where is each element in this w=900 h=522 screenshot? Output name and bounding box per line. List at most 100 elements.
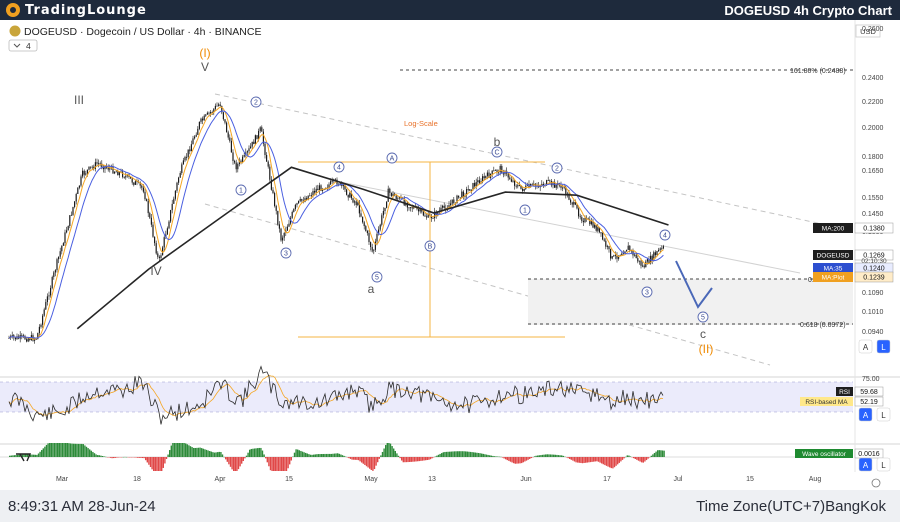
price-log-button[interactable]	[876, 339, 891, 354]
oscillator-bar	[399, 457, 401, 459]
oscillator-bar	[388, 443, 390, 457]
candle-body	[218, 104, 220, 106]
candle-body	[549, 180, 551, 182]
candle-body	[259, 127, 261, 131]
candle-body	[110, 166, 112, 169]
oscillator-bar	[47, 443, 49, 457]
oscillator-bar	[373, 457, 376, 470]
settings-icon[interactable]	[871, 478, 881, 488]
price-tick-label: 0.1090	[862, 290, 884, 297]
oscillator-bar	[236, 457, 238, 471]
candle-body	[168, 221, 170, 229]
candle-body	[661, 248, 663, 250]
oscillator-bar	[537, 455, 539, 457]
candle-body	[318, 185, 320, 191]
price-auto-button[interactable]	[858, 339, 873, 354]
candle-body	[342, 185, 344, 187]
oscillator-bar	[596, 457, 598, 462]
oscillator-bar	[540, 455, 542, 457]
oscillator-bar	[301, 451, 304, 457]
candle-body	[614, 255, 616, 256]
major-wave-label: (I)	[199, 46, 210, 60]
candle-body	[178, 177, 180, 183]
candle-body	[115, 171, 117, 173]
oscillator-bar	[413, 457, 416, 462]
oscillator-bar	[561, 455, 563, 457]
candle-body	[205, 114, 207, 116]
oscillator-bar	[113, 457, 115, 459]
oscillator-bar	[178, 443, 180, 457]
candle-body	[78, 185, 80, 188]
oscillator-bar	[234, 457, 236, 471]
candle-body	[408, 207, 410, 209]
pane-buttons: A L A L A L	[858, 339, 891, 488]
candle-body	[190, 144, 192, 152]
osc-log-button[interactable]	[876, 457, 891, 472]
oscillator-bar	[367, 457, 369, 468]
candle-body	[533, 183, 535, 185]
candle-body	[307, 195, 309, 200]
oscillator-bar	[369, 457, 371, 469]
candle-body	[430, 215, 432, 219]
oscillator-bar	[527, 457, 529, 460]
candle-body	[592, 221, 594, 228]
oscillator-bar	[354, 457, 356, 460]
oscillator-bar	[324, 453, 326, 457]
candle-body	[659, 248, 661, 250]
candle-body	[42, 315, 44, 325]
indicator-toggle-button[interactable]	[8, 39, 38, 52]
candle-body	[595, 225, 597, 231]
candle-body	[514, 180, 516, 186]
price-tick-label: 0.2200	[862, 99, 884, 106]
candle-body	[499, 166, 501, 172]
candle-body	[450, 203, 452, 206]
oscillator-bar	[290, 457, 292, 461]
fib-label-050: 0.5	[808, 277, 818, 284]
oscillator-bar	[348, 457, 350, 459]
currency-box[interactable]	[855, 24, 881, 38]
candle-body	[621, 253, 623, 256]
oscillator-bar	[149, 457, 152, 468]
candle-body	[642, 265, 644, 267]
candle-body	[82, 170, 84, 177]
wave-circle-marker	[386, 152, 398, 164]
rsi-ma-value-box	[854, 396, 884, 407]
candle-body	[451, 199, 453, 204]
candle-body	[389, 188, 391, 193]
rsi-auto-button[interactable]	[858, 407, 873, 422]
candle-body	[200, 118, 202, 122]
oscillator-bar	[356, 457, 358, 460]
oscillator-bar	[489, 455, 491, 457]
oscillator-bar	[37, 453, 40, 457]
price-tag-value: 0.1239	[863, 275, 885, 282]
candle-body	[616, 255, 618, 259]
price-tick-label: 0.2400	[862, 75, 884, 82]
candle-body	[62, 243, 64, 246]
candle-body	[475, 182, 477, 187]
oscillator-bar	[562, 455, 564, 457]
oscillator-bar	[66, 443, 68, 457]
chart-area[interactable]: DOGEUSD · Dogecoin / US Dollar · 4h · BI…	[0, 20, 900, 490]
oscillator-bar	[181, 443, 184, 457]
oscillator-bar	[180, 443, 182, 457]
osc-auto-button[interactable]	[858, 457, 873, 472]
candle-body	[331, 180, 333, 182]
oscillator-bar	[554, 454, 556, 457]
oscillator-bar	[442, 452, 444, 457]
candle-body	[472, 182, 474, 191]
oscillator-bar	[647, 457, 649, 459]
oscillator-bar	[186, 444, 188, 457]
timezone[interactable]: Time Zone(UTC+7)BangKok	[696, 498, 886, 515]
oscillator-bar	[228, 457, 230, 465]
oscillator-bar	[652, 454, 654, 457]
candle-body	[634, 254, 636, 256]
rsi-log-button[interactable]	[876, 407, 891, 422]
oscillator-bar	[202, 448, 204, 457]
candle-body	[163, 237, 165, 248]
candle-body	[184, 156, 186, 161]
candle-body	[358, 202, 360, 214]
oscillator-bar	[543, 454, 545, 457]
candle-body	[75, 193, 77, 202]
oscillator-bar	[594, 457, 596, 462]
oscillator-bar	[588, 457, 590, 463]
